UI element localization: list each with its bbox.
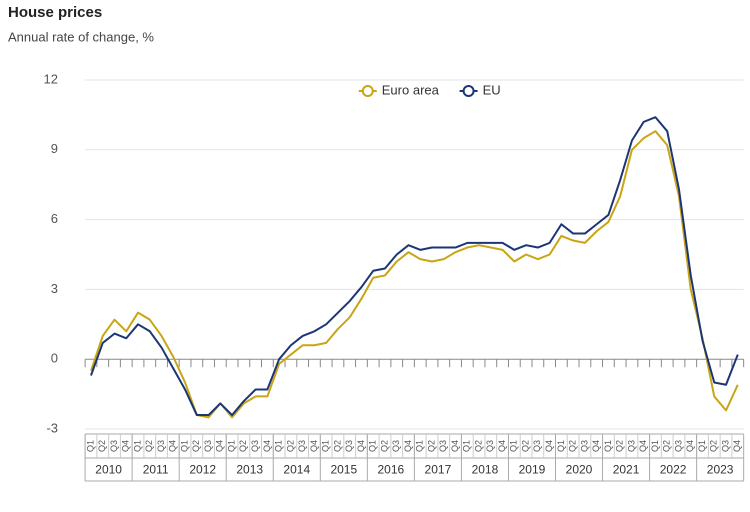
x-tick-label: Q2 — [238, 440, 248, 452]
x-tick-label: Q2 — [473, 440, 483, 452]
x-tick-label: Q4 — [497, 440, 507, 452]
x-tick-label: Q4 — [450, 440, 460, 452]
legend-label: EU — [483, 82, 501, 97]
x-tick-label: Q2 — [568, 440, 578, 452]
chart-title: House prices — [8, 4, 102, 21]
series-line — [90, 130, 739, 419]
x-tick-label: Q3 — [579, 440, 589, 452]
year-label: 2017 — [425, 463, 452, 477]
x-tick-label: Q2 — [709, 440, 719, 452]
x-tick-label: Q1 — [132, 440, 142, 452]
x-tick-label: Q3 — [485, 440, 495, 452]
year-label: 2020 — [566, 463, 593, 477]
year-label: 2022 — [660, 463, 687, 477]
year-label: 2010 — [95, 463, 122, 477]
year-label: 2014 — [283, 463, 310, 477]
year-label: 2019 — [519, 463, 546, 477]
x-tick-label: Q1 — [321, 440, 331, 452]
year-label: 2012 — [189, 463, 216, 477]
x-tick-label: Q4 — [356, 440, 366, 452]
y-tick-label: 12 — [44, 71, 58, 86]
x-tick-label: Q3 — [626, 440, 636, 452]
x-tick-label: Q4 — [732, 440, 742, 452]
x-tick-label: Q1 — [603, 440, 613, 452]
year-label: 2016 — [378, 463, 405, 477]
x-tick-label: Q4 — [403, 440, 413, 452]
x-tick-label: Q3 — [720, 440, 730, 452]
series-line — [90, 116, 739, 417]
x-tick-label: Q4 — [544, 440, 554, 452]
x-tick-label: Q1 — [509, 440, 519, 452]
year-label: 2015 — [330, 463, 357, 477]
y-tick-label: 6 — [51, 211, 58, 226]
x-tick-label: Q4 — [638, 440, 648, 452]
x-tick-label: Q2 — [662, 440, 672, 452]
x-tick-label: Q4 — [591, 440, 601, 452]
x-tick-label: Q1 — [226, 440, 236, 452]
x-tick-label: Q1 — [179, 440, 189, 452]
year-label: 2018 — [472, 463, 499, 477]
x-tick-label: Q2 — [379, 440, 389, 452]
x-tick-label: Q3 — [532, 440, 542, 452]
year-label: 2011 — [143, 463, 169, 477]
x-tick-label: Q1 — [415, 440, 425, 452]
year-label: 2023 — [707, 463, 734, 477]
x-tick-label: Q3 — [297, 440, 307, 452]
x-tick-label: Q3 — [156, 440, 166, 452]
x-tick-label: Q2 — [285, 440, 295, 452]
y-tick-label: 3 — [51, 281, 58, 296]
y-tick-label: 0 — [51, 351, 58, 366]
x-tick-label: Q1 — [85, 440, 95, 452]
x-tick-label: Q4 — [309, 440, 319, 452]
x-tick-label: Q3 — [203, 440, 213, 452]
x-tick-label: Q1 — [556, 440, 566, 452]
x-tick-label: Q2 — [332, 440, 342, 452]
x-tick-label: Q2 — [144, 440, 154, 452]
legend: Euro area EU — [358, 82, 501, 97]
x-tick-label: Q2 — [191, 440, 201, 452]
x-tick-label: Q4 — [685, 440, 695, 452]
x-tick-label: Q3 — [109, 440, 119, 452]
legend-marker — [361, 85, 374, 97]
x-tick-label: Q3 — [344, 440, 354, 452]
x-tick-label: Q2 — [426, 440, 436, 452]
chart-subtitle: Annual rate of change, % — [8, 29, 154, 44]
x-tick-label: Q2 — [615, 440, 625, 452]
year-label: 2013 — [236, 463, 263, 477]
x-tick-label: Q4 — [121, 440, 131, 452]
y-tick-label: 9 — [51, 141, 58, 156]
x-tick-label: Q3 — [438, 440, 448, 452]
x-tick-label: Q2 — [520, 440, 530, 452]
x-tick-label: Q1 — [697, 440, 707, 452]
x-tick-label: Q3 — [673, 440, 683, 452]
legend-marker — [462, 85, 475, 97]
x-tick-label: Q2 — [97, 440, 107, 452]
y-tick-label: -3 — [46, 420, 58, 435]
x-tick-label: Q4 — [215, 440, 225, 452]
x-tick-label: Q1 — [368, 440, 378, 452]
x-tick-label: Q3 — [250, 440, 260, 452]
x-tick-label: Q3 — [391, 440, 401, 452]
legend-label: Euro area — [382, 82, 440, 97]
x-tick-label: Q4 — [168, 440, 178, 452]
year-label: 2021 — [613, 463, 640, 477]
x-tick-label: Q4 — [262, 440, 272, 452]
x-tick-label: Q1 — [274, 440, 284, 452]
x-tick-label: Q1 — [462, 440, 472, 452]
x-tick-label: Q1 — [650, 440, 660, 452]
